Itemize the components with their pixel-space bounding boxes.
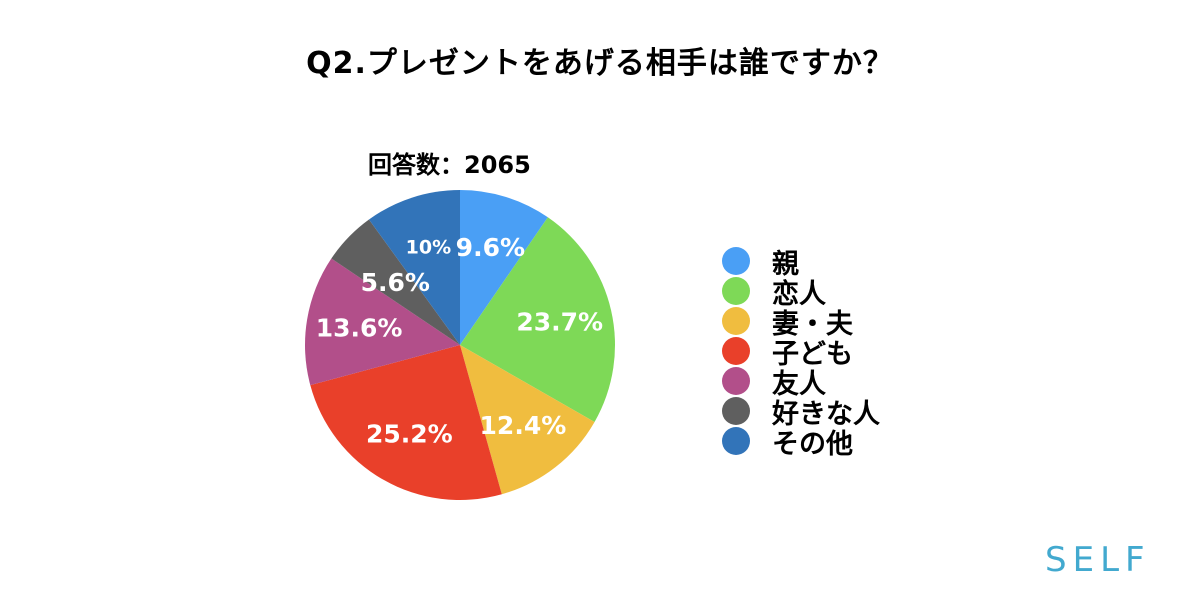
- pie-slice-2: [460, 345, 595, 495]
- chart-title: Q2.プレゼントをあげる相手は誰ですか？: [306, 46, 894, 81]
- pie-slice-3: [310, 345, 502, 500]
- legend-label: 子ども: [772, 338, 853, 370]
- legend-item: 親: [722, 246, 880, 280]
- legend-swatch: [722, 427, 750, 455]
- legend-item: 友人: [722, 366, 880, 400]
- slice-value-label-4: 13.6%: [316, 314, 403, 343]
- slice-value-label-0: 9.6%: [456, 233, 525, 262]
- pie-slice-5: [331, 219, 460, 345]
- legend-swatch: [722, 337, 750, 365]
- slice-value-label-6: 10%: [406, 237, 451, 259]
- pie-slice-4: [305, 258, 460, 386]
- legend-label: その他: [772, 428, 853, 460]
- legend-item: 妻・夫: [722, 306, 880, 340]
- legend-swatch: [722, 247, 750, 275]
- pie-slice-1: [460, 217, 615, 422]
- legend-label: 妻・夫: [772, 308, 853, 340]
- legend-swatch: [722, 397, 750, 425]
- slice-value-label-2: 12.4%: [480, 411, 567, 440]
- legend-label: 恋人: [772, 278, 826, 310]
- chart-legend: 親恋人 妻・夫 子ども 友人 好きな人 その他: [722, 246, 880, 460]
- response-count: 回答数：2065: [368, 151, 531, 179]
- legend-item: 好きな人: [722, 396, 880, 430]
- pie-slice-6: [368, 190, 460, 345]
- self-logo: SELF: [1045, 540, 1151, 580]
- slice-value-label-3: 25.2%: [366, 419, 453, 448]
- legend-swatch: [722, 277, 750, 305]
- legend-item: 子ども: [722, 336, 880, 370]
- slice-value-label-5: 5.6%: [361, 268, 430, 297]
- legend-label: 好きな人: [772, 398, 880, 430]
- legend-swatch: [722, 367, 750, 395]
- legend-label: 友人: [772, 368, 826, 400]
- slice-value-label-1: 23.7%: [516, 308, 603, 337]
- pie-slice-0: [460, 190, 548, 345]
- legend-label: 親: [772, 248, 799, 280]
- legend-swatch: [722, 307, 750, 335]
- legend-item: 恋人: [722, 276, 880, 310]
- legend-item: その他: [722, 426, 880, 460]
